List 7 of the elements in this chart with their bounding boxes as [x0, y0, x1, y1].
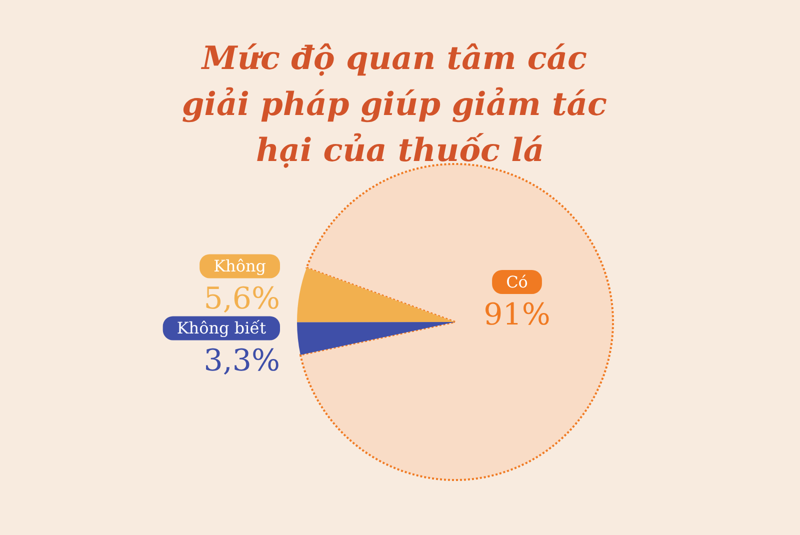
slice-label: Không biết: [176, 318, 267, 338]
slice-label: Có: [506, 272, 528, 292]
chart-title: Mức độ quan tâm các giải pháp giúp giảm tác hại của thuốc lá: [182, 39, 618, 169]
data-label: 3,3%: [204, 344, 280, 379]
data-label: 91%: [484, 298, 550, 332]
data-label: 5,6%: [204, 282, 280, 317]
slice-label: Không: [214, 256, 266, 276]
